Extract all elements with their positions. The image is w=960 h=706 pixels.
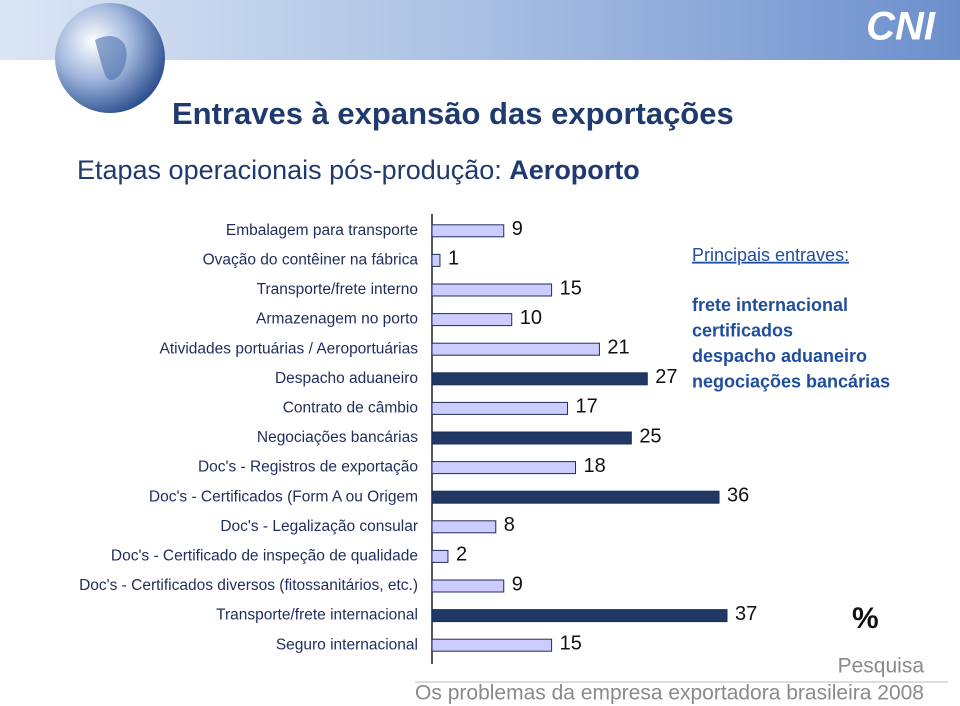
category-label: Armazenagem no porto	[256, 311, 418, 328]
annotation-item: certificados	[692, 320, 793, 340]
value-label: 9	[512, 573, 523, 595]
unit-label: %	[852, 602, 879, 635]
bar	[431, 283, 553, 297]
category-label: Seguro internacional	[276, 636, 418, 653]
bar	[431, 579, 505, 593]
subtitle-text: Etapas operacionais pós-produção:	[77, 155, 502, 185]
bar	[431, 490, 720, 504]
category-label: Doc's - Certificado de inspeção de quali…	[111, 547, 418, 564]
chart-title: Entraves à expansão das exportações	[172, 96, 734, 131]
value-label: 15	[560, 632, 582, 654]
category-label: Atividades portuárias / Aeroportuárias	[160, 340, 419, 357]
value-label: 21	[607, 336, 629, 358]
bar	[431, 372, 648, 386]
value-label: 37	[735, 603, 757, 625]
bar	[431, 609, 728, 623]
bar	[431, 224, 505, 238]
value-label: 25	[639, 425, 661, 447]
value-label: 2	[456, 544, 467, 566]
annotation-item: frete internacional	[692, 295, 848, 315]
annotation: Principais entraves:	[692, 245, 849, 265]
category-label: Negociações bancárias	[257, 429, 418, 446]
value-label: 10	[520, 307, 542, 329]
category-label: Contrato de câmbio	[283, 399, 418, 416]
annotation-title: Principais entraves:	[692, 245, 849, 265]
value-label: 1	[448, 248, 459, 270]
value-label: 36	[727, 484, 749, 506]
category-label: Despacho aduaneiro	[275, 370, 418, 387]
value-label: 9	[512, 218, 523, 240]
bar	[431, 313, 513, 327]
subtitle-highlight: Aeroporto	[509, 155, 640, 185]
value-label: 17	[576, 396, 598, 418]
category-label: Doc's - Certificados (Form A ou Origem	[149, 488, 418, 505]
footer-label: Pesquisa	[838, 655, 925, 678]
value-label: 18	[584, 455, 606, 477]
footer-text: Os problemas da empresa exportadora bras…	[415, 682, 924, 705]
value-label: 15	[560, 277, 582, 299]
category-label: Doc's - Legalização consular	[220, 518, 418, 535]
category-label: Ovação do contêiner na fábrica	[203, 251, 419, 268]
category-label: Transporte/frete interno	[257, 281, 418, 298]
category-label: Doc's - Registros de exportação	[198, 459, 418, 476]
category-label: Embalagem para transporte	[226, 222, 418, 239]
bar	[431, 401, 569, 415]
logo: CNI	[866, 5, 936, 49]
bar	[431, 342, 600, 356]
bar	[431, 431, 632, 445]
category-label: Transporte/frete internacional	[216, 607, 418, 624]
category-label: Doc's - Certificados diversos (fitossani…	[79, 577, 418, 594]
bar	[431, 253, 441, 267]
bar	[431, 520, 497, 534]
bar	[431, 638, 553, 652]
bar	[431, 461, 577, 475]
globe-land	[95, 36, 127, 80]
annotation-item: negociações bancárias	[692, 371, 890, 391]
bar	[431, 549, 449, 563]
value-label: 8	[504, 514, 515, 536]
annotation-item: despacho aduaneiro	[692, 346, 867, 366]
subtitle: Etapas operacionais pós-produção: Aeropo…	[77, 155, 640, 185]
value-label: 27	[655, 366, 677, 388]
